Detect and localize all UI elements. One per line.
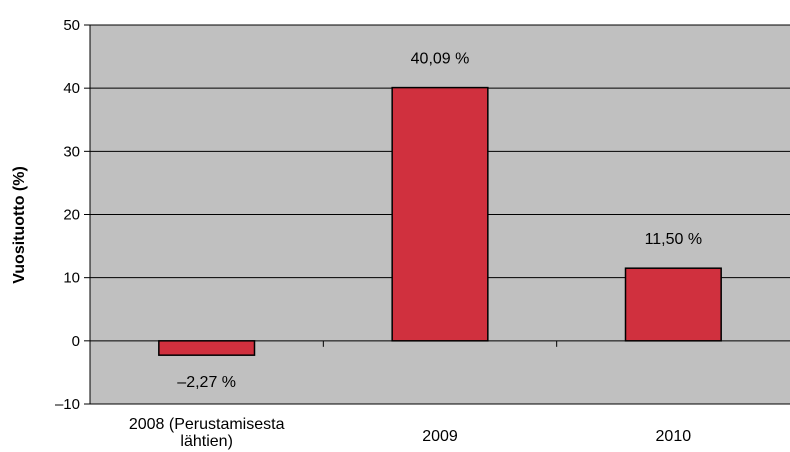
- bars: [158, 86, 722, 356]
- bar-1: [391, 86, 489, 342]
- y-tick-label: 10: [63, 270, 80, 287]
- x-tick-label-0: lähtien): [180, 433, 232, 450]
- data-labels: –2,27 % 40,09 % 11,50 %: [177, 51, 702, 392]
- data-label-1: 40,09 %: [411, 51, 470, 68]
- data-label-0: –2,27 %: [177, 374, 236, 391]
- x-tick-label-2: 2010: [656, 428, 692, 445]
- x-tick-label-0: 2008 (Perustamisesta: [129, 416, 285, 433]
- x-tick-label-1: 2009: [422, 428, 458, 445]
- bar-0: [158, 340, 256, 356]
- y-tick-label: 0: [72, 333, 80, 350]
- data-label-2: 11,50 %: [645, 231, 703, 248]
- y-axis-title: Vuosituotto (%): [11, 166, 28, 284]
- axes: [84, 24, 790, 405]
- y-tick-label: 40: [63, 80, 80, 97]
- y-tick-label: –10: [55, 396, 80, 413]
- bar-2: [624, 267, 722, 342]
- y-tick-label: 20: [63, 207, 80, 224]
- y-tick-labels: –10 0 10 20 30 40 50: [55, 17, 80, 413]
- y-tick-label: 30: [63, 143, 80, 160]
- y-tick-label: 50: [63, 17, 80, 34]
